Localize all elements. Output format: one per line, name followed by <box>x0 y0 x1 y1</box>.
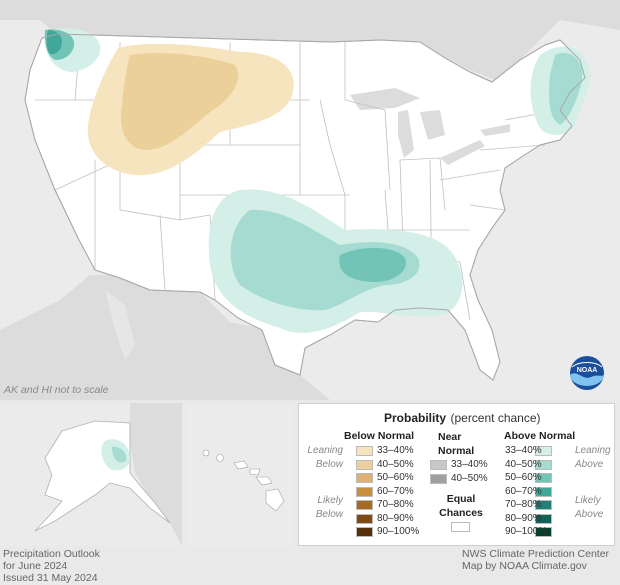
below-normal-5-swatch <box>356 514 373 524</box>
footer-credit-cpc: NWS Climate Prediction Center <box>462 548 610 560</box>
above-normal-6-label: 90–100% <box>505 526 548 537</box>
above-normal-6-swatch <box>535 527 552 537</box>
likely-above-label: Likely Above <box>575 495 604 520</box>
below-normal-2-swatch <box>356 473 373 483</box>
footer-left: Precipitation Outlook for June 2024 Issu… <box>3 548 100 584</box>
contiguous-us-map <box>0 0 620 400</box>
lake-superior <box>350 88 420 110</box>
below-normal-2-label: 50–60% <box>377 472 414 483</box>
above-normal-1-swatch <box>535 460 552 470</box>
below-normal-header: Below Normal <box>344 430 415 442</box>
near-normal-1-swatch <box>430 474 447 484</box>
lake-erie <box>440 140 485 165</box>
below-normal-4-label: 70–80% <box>377 499 414 510</box>
above-normal-5-label: 80–90% <box>505 513 542 524</box>
footer-credit-map: Map by NOAA Climate.gov <box>462 560 587 572</box>
above-normal-header: Above Normal <box>504 430 576 442</box>
above-normal-0-label: 33–40% <box>505 445 542 456</box>
near-normal-1-label: 40–50% <box>451 473 488 484</box>
below-normal-1-label: 40–50% <box>377 459 414 470</box>
canada-yukon-land <box>130 403 182 546</box>
alaska-land <box>34 420 171 532</box>
scale-note: AK and HI not to scale <box>4 384 109 396</box>
legend-subtitle: (percent chance) <box>450 411 541 425</box>
lake-ontario <box>480 124 510 136</box>
below-normal-0-label: 33–40% <box>377 445 414 456</box>
footer-issued: Issued 31 May 2024 <box>3 572 98 584</box>
baja-peninsula <box>105 290 135 360</box>
below-normal-6-label: 90–100% <box>377 526 420 537</box>
footer-period: for June 2024 <box>3 560 68 572</box>
below-normal-0-swatch <box>356 446 373 456</box>
likely-below-label: Likely Below <box>315 495 343 520</box>
above-normal-2-label: 50–60% <box>505 472 542 483</box>
usa-outline <box>24 33 586 381</box>
leaning-above-label: Leaning Above <box>575 445 611 470</box>
above-normal-0-swatch <box>535 446 552 456</box>
above-normal-3-label: 60–70% <box>505 486 542 497</box>
below-normal-1-swatch <box>356 460 373 470</box>
alaska-above-normal-40-50 <box>112 446 127 463</box>
canada-land <box>0 0 620 80</box>
above-normal-4-label: 70–80% <box>505 499 542 510</box>
below-normal-5-label: 80–90% <box>377 513 414 524</box>
alaska-inset <box>0 403 182 546</box>
near-normal-0-label: 33–40% <box>451 459 488 470</box>
hawaii-map <box>186 403 294 546</box>
above-normal-2-swatch <box>535 473 552 483</box>
legend: Probability (percent chance) Below Norma… <box>298 403 615 546</box>
mexico-land <box>0 275 330 400</box>
near-normal-header: Near Normal <box>438 431 475 457</box>
above-normal-50-60-region <box>339 247 406 282</box>
footer-title: Precipitation Outlook <box>3 548 100 560</box>
equal-chances-swatch <box>451 522 470 532</box>
above-normal-4-swatch <box>535 500 552 510</box>
lake-michigan <box>398 110 414 158</box>
below-normal-3-label: 60–70% <box>377 486 414 497</box>
main-map: NOAA AK and HI not to scale <box>0 0 620 400</box>
noaa-logo: NOAA <box>569 355 605 391</box>
below-normal-40-50-region <box>120 53 239 150</box>
equal-chances-label: Equal Chances <box>439 493 483 519</box>
leaning-below-label: Leaning Below <box>307 445 343 470</box>
near-normal-0-swatch <box>430 460 447 470</box>
hawaii-inset <box>186 403 294 546</box>
below-normal-6-swatch <box>356 527 373 537</box>
noaa-logo-text: NOAA <box>576 367 598 374</box>
legend-title-row: Probability (percent chance) <box>384 409 541 427</box>
above-normal-northeast-40-50 <box>549 52 583 125</box>
above-normal-1-label: 40–50% <box>505 459 542 470</box>
below-normal-4-swatch <box>356 500 373 510</box>
above-normal-5-swatch <box>535 514 552 524</box>
legend-title: Probability <box>384 411 447 425</box>
footer-right: NWS Climate Prediction Center Map by NOA… <box>462 548 609 572</box>
above-normal-3-swatch <box>535 487 552 497</box>
alaska-map <box>0 403 182 546</box>
above-normal-40-50-region <box>230 209 420 311</box>
lake-huron <box>420 110 445 140</box>
below-normal-3-swatch <box>356 487 373 497</box>
